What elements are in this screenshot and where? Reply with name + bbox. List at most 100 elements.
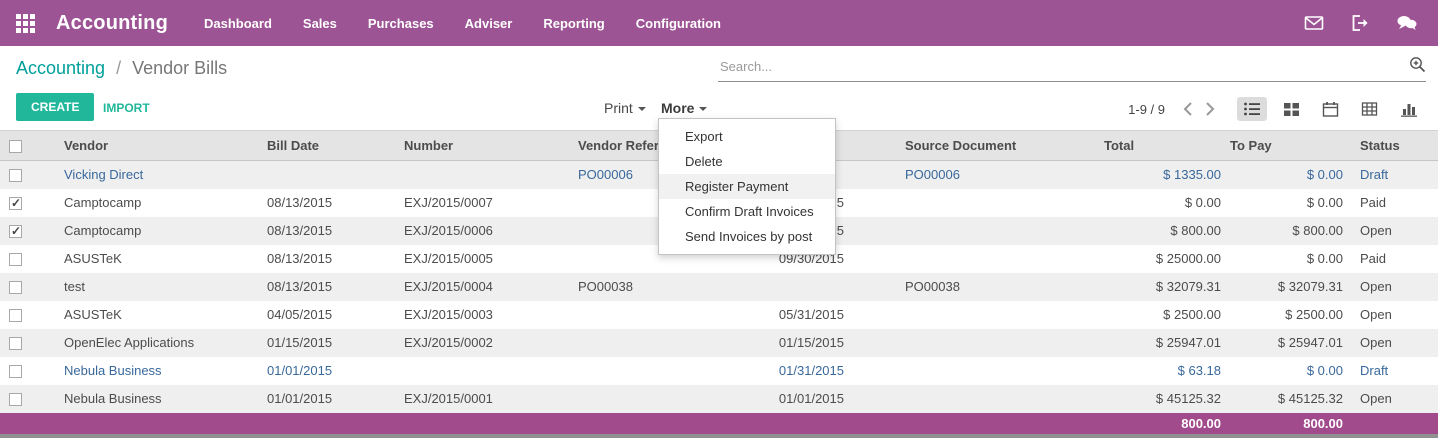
cell-source-document: PO00038 bbox=[905, 279, 960, 294]
cell-vendor-reference bbox=[575, 301, 700, 329]
control-panel: CREATE IMPORT Print More 1-9 / 9 bbox=[0, 90, 1438, 255]
graph-view-icon[interactable] bbox=[1394, 97, 1424, 121]
cell-vendor: ASUSTeK bbox=[64, 307, 122, 322]
status-badge: Draft bbox=[1360, 363, 1389, 378]
chevron-down-icon bbox=[699, 107, 708, 112]
menu-item-dashboard[interactable]: Dashboard bbox=[204, 15, 272, 31]
cell-source-document bbox=[850, 329, 1095, 357]
table-row[interactable]: test 08/13/2015 EXJ/2015/0004 PO00038 PO… bbox=[0, 272, 1438, 301]
menu-item-delete[interactable]: Delete bbox=[685, 154, 723, 169]
row-checkbox[interactable] bbox=[9, 309, 22, 323]
cell-vendor-reference bbox=[575, 357, 700, 385]
cell-total: $ 800.00 bbox=[1170, 223, 1221, 238]
select-all-checkbox[interactable] bbox=[9, 140, 22, 154]
menu-item-purchases[interactable]: Purchases bbox=[367, 15, 434, 31]
cell-bill-date: 08/13/2015 bbox=[267, 223, 333, 238]
row-checkbox[interactable] bbox=[9, 365, 22, 379]
menu-item-adviser[interactable]: Adviser bbox=[464, 15, 513, 31]
cell-vendor: Vicking Direct bbox=[64, 167, 144, 183]
cell-to-pay: $ 2500.00 bbox=[1285, 307, 1343, 322]
row-checkbox[interactable] bbox=[9, 196, 22, 211]
header-bill-date[interactable]: Bill Date bbox=[255, 130, 400, 161]
menu-item-reporting[interactable]: Reporting bbox=[543, 15, 605, 31]
breadcrumb-parent[interactable]: Accounting bbox=[16, 57, 106, 78]
header-vendor[interactable]: Vendor bbox=[40, 130, 255, 161]
cell-total: $ 2500.00 bbox=[1163, 307, 1221, 322]
vendor-bills-table: Vendor Bill Date Number Vendor Reference… bbox=[0, 130, 1438, 438]
menu-item-confirm-draft-invoices[interactable]: Confirm Draft Invoices bbox=[685, 204, 814, 219]
row-checkbox[interactable] bbox=[9, 253, 22, 267]
cell-source-document bbox=[850, 385, 1095, 413]
cell-due-date: 05/31/2015 bbox=[778, 307, 844, 322]
breadcrumb-bar: Accounting / Vendor Bills bbox=[0, 46, 1438, 90]
cell-due-date: 5 bbox=[836, 223, 844, 238]
cell-vendor: ASUSTeK bbox=[64, 251, 122, 266]
row-checkbox[interactable] bbox=[9, 281, 22, 295]
print-dropdown-button[interactable]: Print bbox=[598, 99, 652, 117]
table-row[interactable]: Camptocamp 08/13/2015 EXJ/2015/0007 5 $ … bbox=[0, 189, 1438, 217]
cell-to-pay: $ 25947.01 bbox=[1277, 335, 1343, 350]
pager-next-icon[interactable] bbox=[1199, 100, 1221, 118]
cell-vendor: Nebula Business bbox=[64, 363, 162, 378]
cell-number: EXJ/2015/0005 bbox=[404, 251, 493, 266]
table-row[interactable]: Nebula Business 01/01/2015 EXJ/2015/0001… bbox=[0, 384, 1438, 413]
header-status[interactable]: Status bbox=[1345, 130, 1438, 161]
menu-item-export[interactable]: Export bbox=[685, 129, 723, 144]
cell-bill-date: 01/01/2015 bbox=[267, 363, 333, 378]
import-button[interactable]: IMPORT bbox=[97, 100, 156, 116]
chevron-down-icon bbox=[637, 107, 646, 112]
header-total[interactable]: Total bbox=[1095, 130, 1223, 161]
cell-to-pay: $ 32079.31 bbox=[1277, 279, 1343, 294]
pivot-view-icon[interactable] bbox=[1355, 97, 1384, 121]
to-pay-sum: 800.00 bbox=[1223, 412, 1345, 438]
row-checkbox[interactable] bbox=[9, 224, 22, 239]
cell-total: $ 25947.01 bbox=[1155, 335, 1221, 350]
pager-previous-icon[interactable] bbox=[1177, 100, 1199, 118]
cell-number: EXJ/2015/0002 bbox=[404, 335, 493, 350]
cell-bill-date: 01/15/2015 bbox=[267, 335, 333, 350]
logout-icon[interactable] bbox=[1350, 14, 1370, 32]
cell-number: EXJ/2015/0001 bbox=[404, 391, 493, 406]
cell-bill-date: 08/13/2015 bbox=[267, 195, 333, 210]
table-row[interactable]: ASUSTeK 04/05/2015 EXJ/2015/0003 05/31/2… bbox=[0, 301, 1438, 329]
calendar-view-icon[interactable] bbox=[1316, 97, 1345, 121]
create-button[interactable]: CREATE bbox=[16, 93, 95, 121]
main-menu: Dashboard Sales Purchases Adviser Report… bbox=[204, 16, 721, 31]
cell-number bbox=[400, 161, 575, 189]
table-row[interactable]: Nebula Business 01/01/2015 01/31/2015 $ … bbox=[0, 357, 1438, 385]
grid-icon[interactable] bbox=[14, 11, 38, 35]
cell-source-document bbox=[850, 301, 1095, 329]
header-number[interactable]: Number bbox=[400, 130, 575, 161]
cell-vendor: Camptocamp bbox=[64, 195, 142, 210]
header-source-document[interactable]: Source Document bbox=[850, 130, 1095, 161]
envelope-icon[interactable] bbox=[1304, 14, 1324, 32]
menu-item-sales[interactable]: Sales bbox=[302, 15, 337, 31]
search-bar bbox=[718, 55, 1426, 82]
status-badge: Paid bbox=[1360, 195, 1387, 210]
status-badge: Open bbox=[1360, 307, 1392, 322]
header-to-pay[interactable]: To Pay bbox=[1223, 130, 1345, 161]
row-checkbox[interactable] bbox=[9, 337, 22, 351]
kanban-view-icon[interactable] bbox=[1277, 97, 1306, 121]
zoom-in-icon[interactable] bbox=[1408, 55, 1426, 78]
top-navbar: Accounting Dashboard Sales Purchases Adv… bbox=[0, 0, 1438, 46]
list-view-icon[interactable] bbox=[1237, 97, 1267, 121]
cell-vendor-reference bbox=[575, 329, 700, 357]
search-input[interactable] bbox=[718, 57, 1408, 75]
table-row[interactable]: OpenElec Applications 01/15/2015 EXJ/201… bbox=[0, 328, 1438, 357]
menu-item-configuration[interactable]: Configuration bbox=[635, 15, 721, 31]
more-dropdown-button[interactable]: More bbox=[655, 99, 713, 117]
cell-number: EXJ/2015/0003 bbox=[404, 307, 493, 322]
cell-to-pay: $ 45125.32 bbox=[1277, 391, 1343, 406]
cell-bill-date: 01/01/2015 bbox=[267, 391, 333, 406]
cell-to-pay: $ 0.00 bbox=[1306, 167, 1343, 183]
totals-row: 800.00 800.00 bbox=[0, 412, 1438, 438]
cell-total: $ 1335.00 bbox=[1163, 167, 1221, 183]
row-checkbox[interactable] bbox=[9, 393, 22, 407]
cell-bill-date bbox=[255, 161, 400, 189]
menu-item-register-payment[interactable]: Register Payment bbox=[659, 174, 835, 199]
row-checkbox[interactable] bbox=[9, 169, 22, 183]
chat-icon[interactable] bbox=[1396, 14, 1418, 32]
menu-item-send-invoices-by-post[interactable]: Send Invoices by post bbox=[685, 229, 813, 244]
total-sum: 800.00 bbox=[1095, 412, 1223, 438]
